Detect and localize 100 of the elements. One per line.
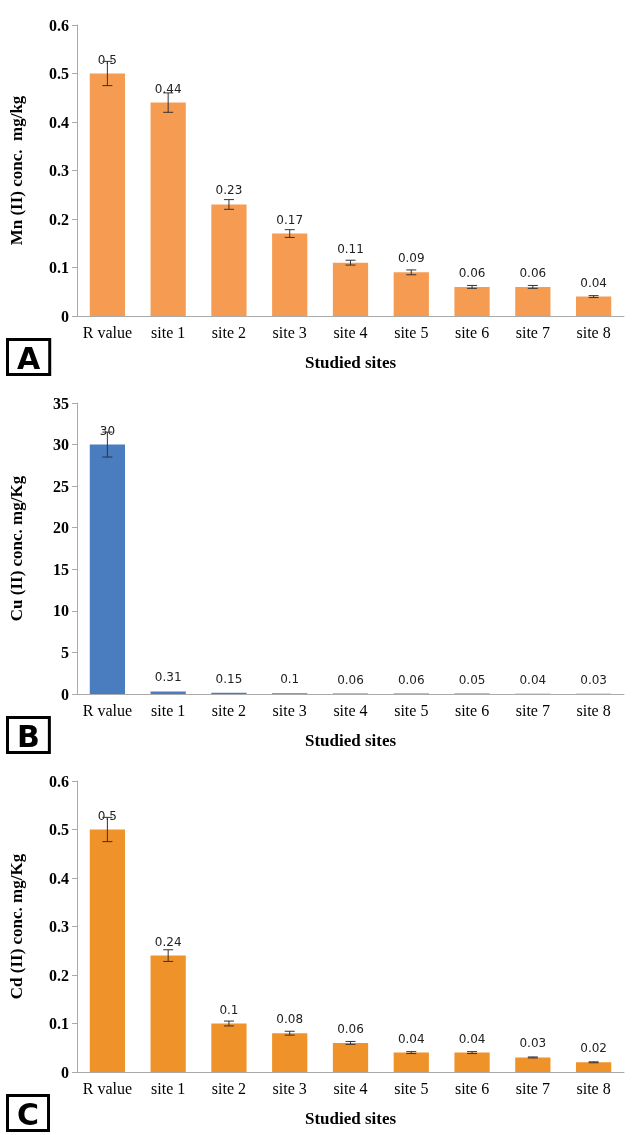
data-label: 0.06 <box>458 265 486 280</box>
data-label: 0.1 <box>219 1002 239 1017</box>
text: C <box>17 1096 40 1132</box>
x-tick-label: site 6 <box>454 701 490 719</box>
bar <box>332 1042 369 1072</box>
y-tick-label: 15 <box>53 560 69 578</box>
x-tick-label: R value <box>82 323 133 341</box>
data-label: 0.17 <box>276 212 304 227</box>
bar <box>515 1057 551 1072</box>
x-tick-label: R value <box>82 1079 133 1097</box>
bar <box>393 272 429 316</box>
x-axis-title: Studied sites <box>304 1109 397 1128</box>
x-tick-label: site 5 <box>394 323 429 341</box>
x-tick-label: site 7 <box>515 701 550 719</box>
y-tick-label: 0.3 <box>49 918 69 935</box>
bar <box>89 829 126 1072</box>
bar <box>515 286 551 316</box>
y-tick-label: 0.5 <box>49 65 69 82</box>
y-tick-label: 0.6 <box>49 16 69 34</box>
data-label: 0.31 <box>154 670 182 685</box>
bar <box>150 102 186 316</box>
data-label: 0.24 <box>154 934 182 949</box>
data-label: 0.09 <box>397 251 425 266</box>
x-tick-label: site 4 <box>333 701 368 719</box>
bar <box>575 1062 612 1072</box>
bar <box>89 73 126 316</box>
data-label: 0.03 <box>519 1036 547 1051</box>
bar <box>575 296 612 316</box>
data-label: 0.44 <box>154 81 182 96</box>
y-tick-label: 0.4 <box>49 113 69 131</box>
bar <box>332 262 369 316</box>
y-tick-label: 0.1 <box>49 1015 69 1032</box>
data-label: 0.06 <box>337 672 364 687</box>
data-label: 30 <box>99 423 116 438</box>
bar <box>454 1052 490 1072</box>
x-tick-label: site 5 <box>394 701 429 719</box>
y-tick-label: 35 <box>53 394 69 412</box>
data-label: 0.04 <box>519 672 547 687</box>
y-tick-label: 0.6 <box>49 772 69 790</box>
data-label: 0.05 <box>458 672 486 687</box>
data-label: 0.04 <box>580 275 607 290</box>
data-label: 0.06 <box>337 1021 364 1036</box>
bar <box>454 286 490 316</box>
data-label: 0.02 <box>580 1041 607 1056</box>
x-tick-label: site 2 <box>211 323 247 341</box>
data-label: 0.23 <box>215 183 243 198</box>
bar <box>393 1052 429 1072</box>
x-tick-label: site 8 <box>576 323 611 341</box>
text: A <box>17 340 41 376</box>
x-axis-title: Studied sites <box>304 731 397 750</box>
data-label: 0.11 <box>337 241 364 256</box>
y-tick-label: 0 <box>61 1063 69 1081</box>
bar <box>272 233 308 316</box>
data-label: 0.5 <box>97 52 117 67</box>
x-tick-label: site 8 <box>576 1079 611 1097</box>
data-label: 0.06 <box>519 265 547 280</box>
x-tick-label: site 1 <box>151 1079 186 1097</box>
y-tick-label: 0 <box>61 685 69 703</box>
y-tick-label: 30 <box>53 436 69 454</box>
data-label: 0.03 <box>580 672 607 687</box>
x-tick-label: site 4 <box>333 323 368 341</box>
data-label: 0.08 <box>276 1012 304 1027</box>
text: B <box>17 718 40 754</box>
bar <box>150 955 186 1072</box>
y-tick-label: 5 <box>61 643 69 661</box>
x-tick-label: R value <box>82 701 133 719</box>
data-label: 0.5 <box>97 808 117 823</box>
y-tick-label: 0.3 <box>49 162 69 179</box>
x-tick-label: site 2 <box>211 701 247 719</box>
bar <box>150 691 186 694</box>
y-tick-label: 20 <box>53 519 69 537</box>
bar <box>272 1033 308 1072</box>
y-tick-label: 0 <box>61 307 69 325</box>
y-tick-label: 0.5 <box>49 821 69 838</box>
data-label: 0.06 <box>397 672 425 687</box>
x-tick-label: site 7 <box>515 1079 550 1097</box>
y-axis-title: Mn (II) conc. mg/kg <box>7 95 26 246</box>
x-tick-label: site 5 <box>394 1079 429 1097</box>
x-tick-label: site 6 <box>454 1079 490 1097</box>
x-tick-label: site 8 <box>576 701 611 719</box>
x-tick-label: site 3 <box>272 701 307 719</box>
data-label: 0.1 <box>280 672 300 687</box>
bar <box>211 204 247 316</box>
y-tick-label: 25 <box>53 477 69 495</box>
x-axis-title: Studied sites <box>304 353 397 372</box>
bar <box>211 1023 247 1072</box>
y-tick-label: 0.2 <box>49 210 69 228</box>
y-tick-label: 0.2 <box>49 966 69 984</box>
y-tick-label: 10 <box>53 602 69 620</box>
data-label: 0.15 <box>215 671 243 686</box>
x-tick-label: site 2 <box>211 1079 247 1097</box>
y-tick-label: 0.4 <box>49 869 69 887</box>
y-axis-title: Cd (II) conc. mg/Kg <box>7 853 26 1000</box>
x-tick-label: site 7 <box>515 323 550 341</box>
data-label: 0.04 <box>458 1031 486 1046</box>
x-tick-label: site 1 <box>151 701 186 719</box>
x-tick-label: site 1 <box>151 323 186 341</box>
x-tick-label: site 4 <box>333 1079 368 1097</box>
x-tick-label: site 3 <box>272 1079 307 1097</box>
data-label: 0.04 <box>397 1031 425 1046</box>
